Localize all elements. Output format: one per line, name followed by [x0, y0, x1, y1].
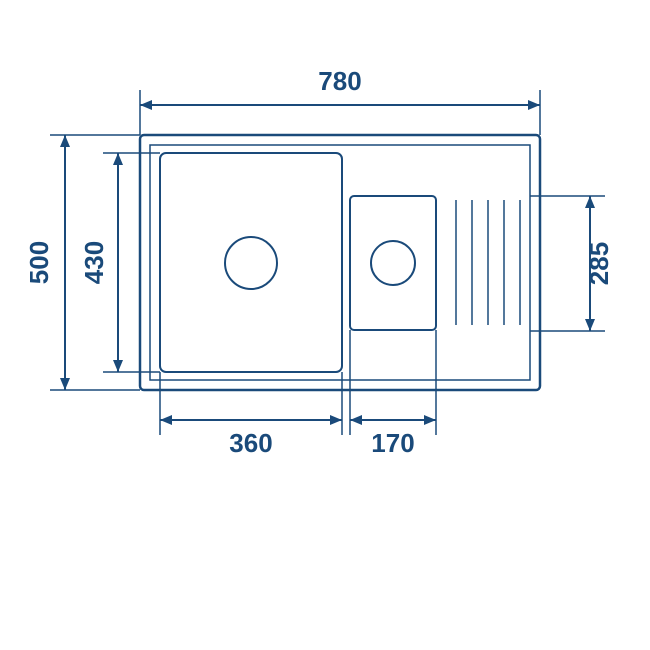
dimensions.total_width-label: 780 — [318, 66, 361, 96]
dimensions.main_bowl_width-label: 360 — [229, 428, 272, 458]
sink-technical-drawing: 780 500 430 285 360 170 — [0, 0, 650, 650]
dimensions.main_bowl_height-label: 430 — [79, 241, 109, 284]
dimensions.small_bowl_width-label: 170 — [371, 428, 414, 458]
dimensions.small_bowl_height-label: 285 — [584, 242, 614, 285]
dimensions.total_height-label: 500 — [24, 241, 54, 284]
